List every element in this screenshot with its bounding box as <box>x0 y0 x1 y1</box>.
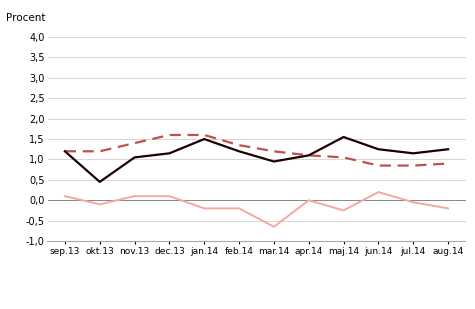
Line: Sverige: Sverige <box>65 192 448 227</box>
Finland <box>97 150 103 153</box>
Finland <box>410 164 416 167</box>
Sverige <box>62 194 68 198</box>
Finland <box>132 141 137 145</box>
Åland <box>132 155 137 159</box>
Text: Procent: Procent <box>6 13 45 23</box>
Åland <box>341 135 346 139</box>
Legend: Sverige, Finland, Åland: Sverige, Finland, Åland <box>146 307 367 309</box>
Åland <box>410 151 416 155</box>
Line: Åland: Åland <box>65 137 448 182</box>
Finland <box>376 164 381 167</box>
Sverige <box>201 206 207 210</box>
Sverige <box>97 202 103 206</box>
Finland <box>306 154 312 157</box>
Åland <box>201 137 207 141</box>
Finland <box>62 150 68 153</box>
Åland <box>271 160 277 163</box>
Finland <box>271 150 277 153</box>
Sverige <box>306 198 312 202</box>
Sverige <box>410 201 416 204</box>
Åland <box>445 147 451 151</box>
Finland <box>201 133 207 137</box>
Finland <box>445 162 451 165</box>
Finland <box>341 155 346 159</box>
Åland <box>167 151 172 155</box>
Sverige <box>376 190 381 194</box>
Sverige <box>445 206 451 210</box>
Åland <box>97 180 103 184</box>
Sverige <box>236 206 242 210</box>
Finland <box>236 143 242 147</box>
Åland <box>236 150 242 153</box>
Åland <box>306 154 312 157</box>
Sverige <box>271 225 277 229</box>
Åland <box>62 150 68 153</box>
Sverige <box>341 209 346 212</box>
Sverige <box>132 194 137 198</box>
Sverige <box>167 194 172 198</box>
Åland <box>376 147 381 151</box>
Finland <box>167 133 172 137</box>
Line: Finland: Finland <box>65 135 448 166</box>
